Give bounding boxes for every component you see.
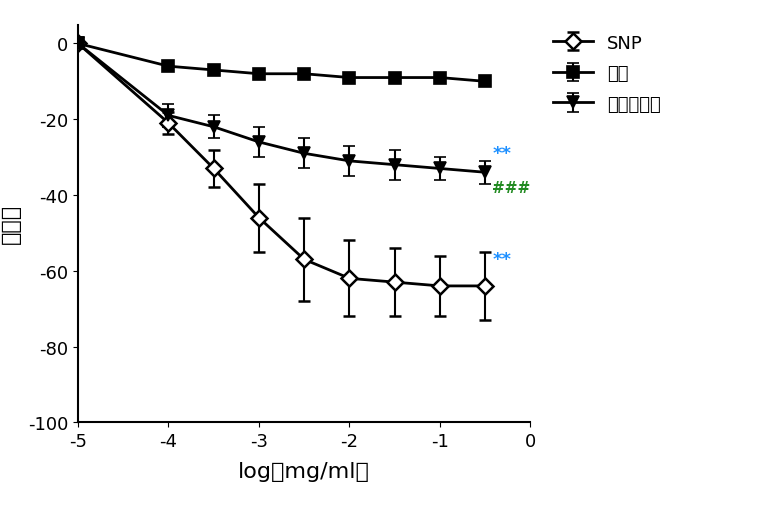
Text: **: ** bbox=[492, 145, 512, 163]
Text: **: ** bbox=[492, 251, 512, 269]
X-axis label: log（mg/ml）: log（mg/ml） bbox=[238, 461, 370, 481]
Y-axis label: 舒张率: 舒张率 bbox=[1, 204, 21, 244]
Legend: SNP, 空白, 阿魏酸甲酯: SNP, 空白, 阿魏酸甲酯 bbox=[553, 35, 661, 114]
Text: ###: ### bbox=[492, 181, 530, 195]
